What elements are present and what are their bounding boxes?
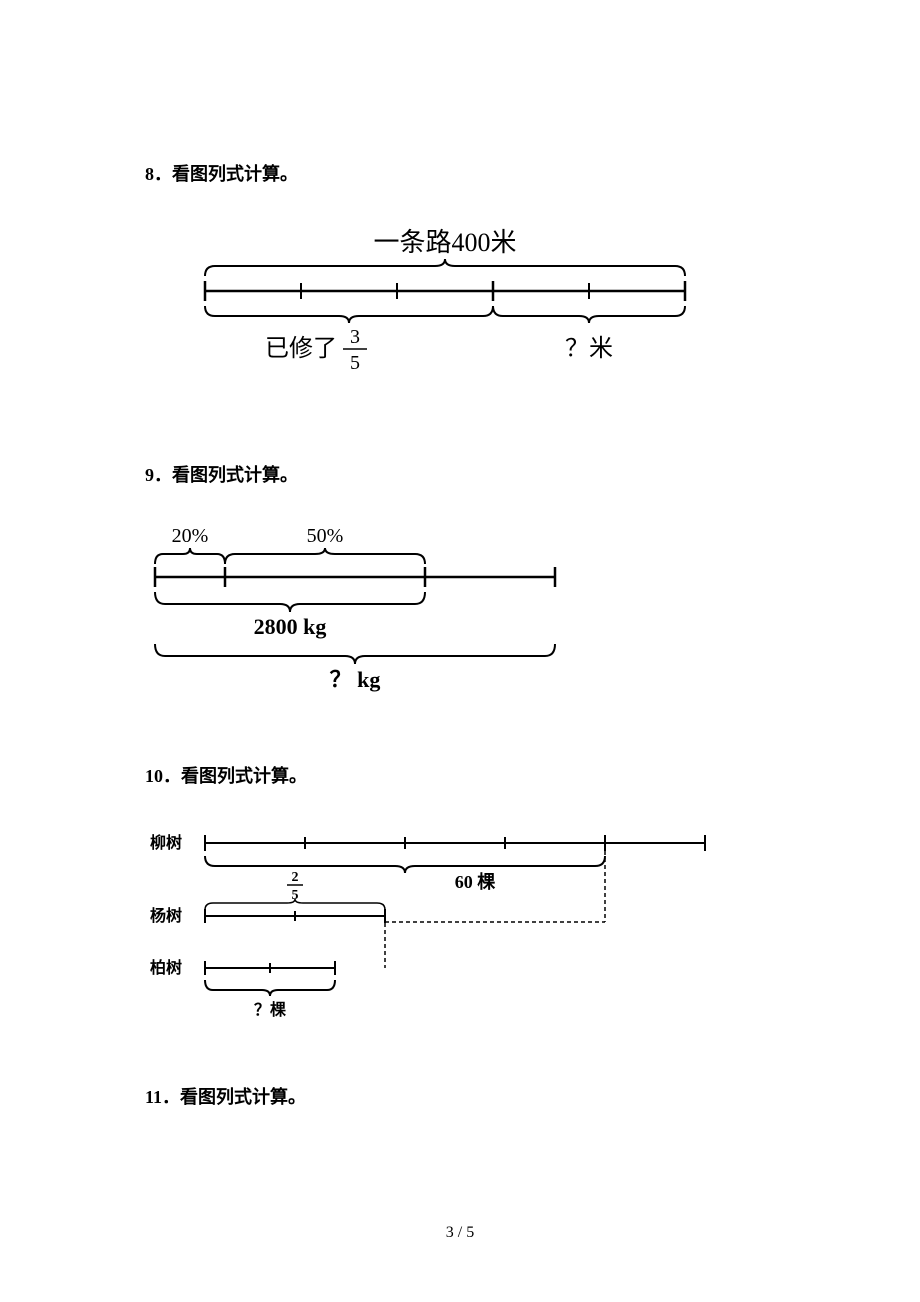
question-10: 10．看图列式计算。 (145, 762, 775, 788)
d9-brace-20 (155, 548, 225, 564)
diagram-9-svg: 20% 50% 2800 kg ？ kg (145, 522, 585, 702)
d10-frac-num: 2 (292, 870, 299, 885)
d9-label-20: 20% (172, 525, 209, 547)
d9-brace-unknown (155, 644, 555, 664)
q11-text: 看图列式计算。 (180, 1087, 306, 1107)
diagram-8: 一条路400米 已修了 3 5 (145, 221, 775, 406)
q10-number: 10． (145, 766, 181, 786)
q8-number: 8． (145, 164, 172, 184)
d9-label-unknown: ？ kg (330, 667, 381, 692)
question-11: 11．看图列式计算。 (145, 1083, 775, 1109)
question-9: 9．看图列式计算。 (145, 461, 775, 487)
q11-number: 11． (145, 1087, 180, 1107)
d9-label-2800: 2800 kg (254, 614, 327, 639)
diagram-10: 柳树 60 棵 2 5 杨树 (145, 823, 775, 1028)
d10-brace-frac (205, 899, 385, 910)
diagram-10-svg: 柳树 60 棵 2 5 杨树 (145, 823, 725, 1023)
diagram-9: 20% 50% 2800 kg ？ kg (145, 522, 775, 707)
diagram-8-svg: 一条路400米 已修了 3 5 (145, 221, 705, 401)
d9-brace-50 (225, 548, 425, 564)
q8-text: 看图列式计算。 (172, 164, 298, 184)
d8-top-label: 一条路400米 (373, 228, 516, 257)
d10-label-60: 60 棵 (455, 871, 496, 892)
d8-left-label-prefix: 已修了 (265, 335, 337, 362)
d8-right-brace (493, 306, 685, 323)
d10-brace-60 (205, 856, 605, 873)
q9-text: 看图列式计算。 (172, 465, 298, 485)
d8-right-label: ？米 (565, 335, 613, 362)
d8-frac-num: 3 (350, 326, 360, 348)
d10-brace-unknown (205, 980, 335, 996)
d10-label-unknown: ？棵 (254, 1000, 286, 1019)
d9-label-50: 50% (307, 525, 344, 547)
d8-frac-den: 5 (350, 352, 360, 374)
d10-willow-label: 柳树 (150, 833, 182, 852)
d8-top-brace (205, 259, 685, 276)
page-number: 3 / 5 (0, 1224, 920, 1242)
d8-left-brace (205, 306, 493, 323)
page-content: 8．看图列式计算。 一条路400米 已修了 (0, 0, 920, 1109)
question-8: 8．看图列式计算。 (145, 160, 775, 186)
d10-cypress-label: 柏树 (150, 958, 182, 977)
q10-text: 看图列式计算。 (181, 766, 307, 786)
q9-number: 9． (145, 465, 172, 485)
d9-brace-2800 (155, 592, 425, 612)
d10-poplar-label: 杨树 (150, 906, 182, 925)
